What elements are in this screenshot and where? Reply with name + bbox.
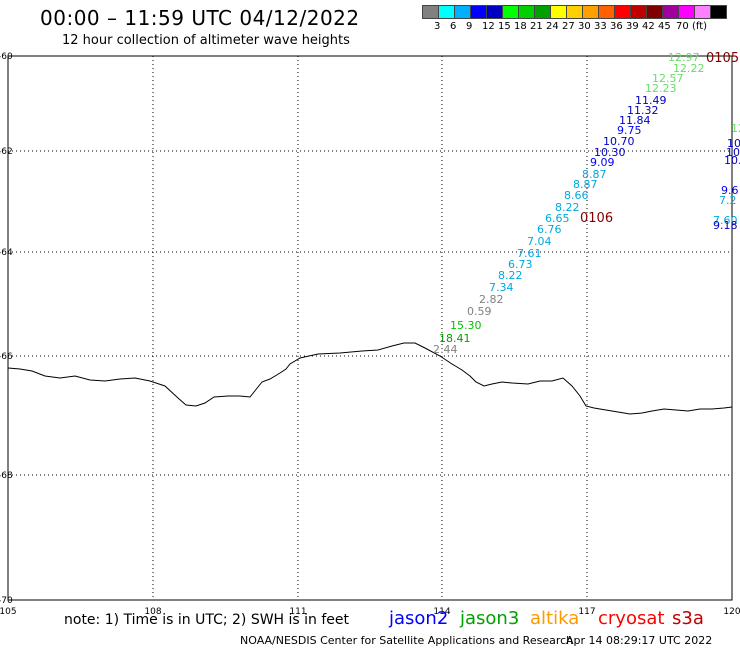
- wave-height-value: 15.30: [450, 319, 482, 332]
- wave-height-value: 9.09: [590, 156, 615, 169]
- edge-wave-value: 10: [726, 146, 740, 159]
- wave-height-value: 6.65: [545, 212, 570, 225]
- wave-height-value: 0.59: [467, 305, 492, 318]
- color-tick-label: 6: [450, 21, 457, 32]
- color-tick-label: 39: [626, 21, 639, 32]
- wave-height-value: 11.84: [619, 114, 651, 127]
- wave-height-value: 6.76: [537, 223, 562, 236]
- latitude-label: -66: [0, 352, 13, 362]
- wave-height-value: 8.87: [573, 178, 598, 191]
- satellite-legend-jason3: jason3: [460, 608, 520, 629]
- color-tick-label: 30: [578, 21, 591, 32]
- wave-height-value: 6.73: [508, 258, 533, 271]
- credit-text: NOAA/NESDIS Center for Satellite Applica…: [240, 634, 574, 647]
- longitude-label: 111: [289, 607, 306, 617]
- map-frame: [7, 55, 733, 601]
- color-tick-label: 33: [594, 21, 607, 32]
- color-tick-label: 27: [562, 21, 575, 32]
- color-tick-label: 15: [498, 21, 511, 32]
- edge-wave-value: 10: [727, 137, 740, 150]
- color-legend: [422, 5, 727, 21]
- color-tick-label: 45: [658, 21, 671, 32]
- color-tick-label: 18: [514, 21, 527, 32]
- latitude-label: -60: [0, 52, 13, 62]
- color-tick-label: 3: [434, 21, 441, 32]
- footer-note: note: 1) Time is in UTC; 2) SWH is in fe…: [64, 612, 350, 628]
- wave-height-value: 7.61: [517, 247, 542, 260]
- wave-height-value: 8.66: [564, 189, 589, 202]
- color-tick-label: 42: [642, 21, 655, 32]
- wave-height-value: 11.32: [627, 104, 659, 117]
- wave-height-value: 7.04: [527, 235, 552, 248]
- latitude-label: -64: [0, 248, 13, 258]
- wave-height-value: 9.75: [617, 124, 642, 137]
- color-tick-label: (ft): [692, 21, 708, 32]
- latitude-label: -68: [0, 471, 13, 481]
- wave-height-value: 12.23: [645, 82, 677, 95]
- wave-height-value: 7.34: [489, 281, 514, 294]
- map-grid: 105 108 111 114 117 120 -60 -62 -64 -66 -68 -70: [0, 52, 740, 617]
- longitude-label: 105: [0, 607, 17, 617]
- edge-wave-value: 12: [731, 122, 740, 135]
- wave-height-value: 10.30: [594, 146, 626, 159]
- satellite-legend-cryosat: cryosat: [598, 608, 665, 629]
- latitude-label: -62: [0, 147, 13, 157]
- color-tick-label: 9: [466, 21, 473, 32]
- pass-number-label: 0105: [706, 51, 739, 66]
- generated-timestamp: Apr 14 08:29:17 UTC 2022: [566, 634, 713, 647]
- longitude-label: 114: [433, 607, 450, 617]
- satellite-legend-s3a: s3a: [672, 608, 704, 629]
- wave-height-value: 2.82: [479, 293, 504, 306]
- latitude-label: -70: [0, 596, 13, 606]
- edge-wave-value: 9.18: [713, 219, 738, 232]
- edge-wave-value: 10.: [724, 154, 740, 167]
- wave-height-value: 12.57: [652, 72, 684, 85]
- color-tick-label: 70: [676, 21, 689, 32]
- wave-height-value: 10.70: [603, 135, 635, 148]
- color-swatch: [710, 5, 727, 19]
- longitude-label: 108: [144, 607, 161, 617]
- edge-wave-value: 9.6: [721, 184, 739, 197]
- edge-wave-value: 7.60: [713, 214, 738, 227]
- wave-height-value: 8.22: [555, 201, 580, 214]
- longitude-label: 120: [723, 607, 740, 617]
- color-tick-label: 21: [530, 21, 543, 32]
- wave-height-value: 2.44: [433, 343, 458, 356]
- color-tick-label: 12: [482, 21, 495, 32]
- color-tick-label: 36: [610, 21, 623, 32]
- wave-height-value: 18.41: [439, 332, 471, 345]
- edge-wave-value: 7.2: [719, 194, 737, 207]
- map-title: 00:00 – 11:59 UTC 04/12/2022: [40, 6, 360, 30]
- wave-height-value: 12.97: [668, 51, 700, 64]
- wave-height-values: 12.9712.2212.5712.2311.4911.3211.849.751…: [433, 51, 705, 356]
- satellite-legend-jason2: jason2: [389, 608, 449, 629]
- map-subtitle: 12 hour collection of altimeter wave hei…: [62, 33, 350, 48]
- longitude-label: 117: [578, 607, 595, 617]
- color-tick-label: 24: [546, 21, 559, 32]
- edge-wave-values: 12101010.9.67.27.609.18: [713, 122, 740, 232]
- wave-height-value: 8.22: [498, 269, 523, 282]
- pass-number-label: 0106: [580, 211, 613, 226]
- wave-height-value: 8.87: [582, 168, 607, 181]
- pass-labels: 0105 0106: [580, 51, 739, 226]
- wave-height-value: 12.22: [673, 62, 705, 75]
- antarctic-coastline: [7, 342, 733, 415]
- wave-height-value: 11.49: [635, 94, 667, 107]
- satellite-legend-altika: altika: [530, 608, 580, 629]
